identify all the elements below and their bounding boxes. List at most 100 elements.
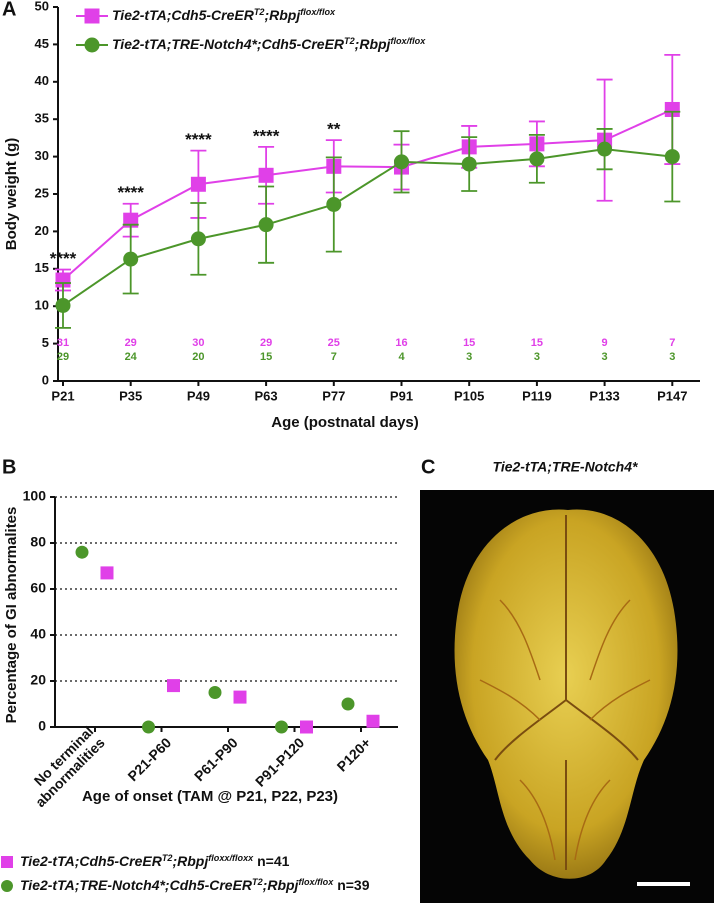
marker <box>123 251 139 267</box>
superscript: flox/flox <box>298 877 334 887</box>
y-tick-label: 15 <box>35 260 49 275</box>
n-label: 4 <box>398 351 405 363</box>
n-label: 24 <box>125 351 138 363</box>
y-tick-label: 10 <box>35 298 49 313</box>
n-label: 30 <box>192 337 204 349</box>
y-tick-label: 45 <box>35 36 49 51</box>
n-label: 3 <box>602 351 608 363</box>
superscript: flox/flox <box>390 36 426 46</box>
panel-label: C <box>421 456 435 478</box>
y-tick-label: 40 <box>35 73 49 88</box>
marker <box>208 686 222 699</box>
y-tick-label: 40 <box>30 626 46 642</box>
marker <box>300 720 313 734</box>
legend-text: ;Rbpj <box>263 877 300 893</box>
significance: **** <box>185 130 212 149</box>
marker <box>1 856 13 868</box>
marker <box>258 167 274 183</box>
n-label: 29 <box>260 337 272 349</box>
marker <box>275 720 288 734</box>
x-tick-label: P21-P60 <box>124 734 174 784</box>
marker <box>341 697 355 711</box>
y-axis-label: Body weight (g) <box>3 138 20 251</box>
marker <box>326 196 342 212</box>
x-tick-label: P35 <box>119 388 142 403</box>
legend-text: Tie2-tTA;TRE-Notch4*;Cdh5-CreER <box>20 877 253 893</box>
marker <box>461 156 477 172</box>
series-line <box>62 108 673 281</box>
superscript: T2 <box>254 7 265 17</box>
superscript: T2 <box>162 853 173 863</box>
legend-text: ;Rbpj <box>264 7 301 23</box>
n-label: 15 <box>260 351 272 363</box>
legend-text: n=39 <box>333 877 369 893</box>
y-tick-label: 5 <box>42 335 49 350</box>
legend-label: Tie2-tTA;Cdh5-CreERT2;Rbpjfloxx/floxx n=… <box>20 853 290 869</box>
n-label: 3 <box>669 351 675 363</box>
x-tick-label: P63 <box>255 388 278 403</box>
n-label: 7 <box>669 337 675 349</box>
marker <box>529 151 545 167</box>
marker <box>366 714 380 728</box>
legend-label: Tie2-tTA;TRE-Notch4*;Cdh5-CreERT2;Rbpjfl… <box>20 877 370 893</box>
n-label: 9 <box>602 337 608 349</box>
y-tick-label: 0 <box>38 718 46 734</box>
x-tick-label: P91 <box>390 388 413 403</box>
n-label: 3 <box>466 351 472 363</box>
n-label: 29 <box>57 351 69 363</box>
marker <box>167 679 180 693</box>
panel-label: B <box>2 456 16 478</box>
n-label: 20 <box>192 351 204 363</box>
marker <box>664 149 680 165</box>
y-tick-label: 60 <box>30 580 46 596</box>
superscript: floxx/floxx <box>208 853 254 863</box>
n-label: 31 <box>57 337 69 349</box>
legend-text: ;Rbpj <box>172 853 209 869</box>
y-tick-label: 35 <box>35 111 49 126</box>
legend-text: Tie2-tTA;TRE-Notch4*;Cdh5-CreER <box>112 36 345 52</box>
marker <box>664 101 680 117</box>
x-tick-label: P133 <box>589 388 619 403</box>
y-tick-label: 20 <box>35 223 49 238</box>
marker <box>1 880 13 892</box>
x-tick-label: P105 <box>454 388 484 403</box>
superscript: T2 <box>344 36 355 46</box>
y-tick-label: 30 <box>35 148 49 163</box>
series-line <box>62 148 673 307</box>
x-tick-label: P49 <box>187 388 210 403</box>
n-label: 3 <box>534 351 540 363</box>
marker <box>597 141 613 157</box>
y-tick-label: 50 <box>35 0 49 13</box>
superscript: T2 <box>252 877 263 887</box>
superscript: flox/flox <box>300 7 336 17</box>
marker <box>100 566 114 580</box>
n-label: 7 <box>331 351 337 363</box>
n-label: 15 <box>463 337 475 349</box>
image-title: Tie2-tTA;TRE-Notch4* <box>493 459 638 475</box>
significance: **** <box>50 249 77 268</box>
x-axis-label: Age of onset (TAM @ P21, P22, P23) <box>82 788 338 805</box>
x-tick-label: P119 <box>522 388 552 403</box>
y-tick-label: 25 <box>35 185 49 200</box>
x-tick-label: P91-P120 <box>252 734 307 789</box>
n-label: 29 <box>125 337 137 349</box>
x-tick-label: P77 <box>322 388 345 403</box>
marker <box>258 217 274 233</box>
marker <box>394 154 409 170</box>
marker <box>75 545 89 559</box>
n-label: 25 <box>328 337 340 349</box>
marker <box>55 297 71 313</box>
legend-label: Tie2-tTA;Cdh5-CreERT2;Rbpjflox/flox <box>112 7 336 23</box>
panel-label: A <box>2 0 16 20</box>
y-axis-label: Percentage of GI abnormalites <box>3 507 20 724</box>
y-tick-label: 80 <box>30 534 46 550</box>
significance: **** <box>117 183 144 202</box>
n-label: 16 <box>395 337 407 349</box>
significance: ** <box>327 120 341 139</box>
x-tick-label: P61-P90 <box>191 734 241 784</box>
y-tick-label: 20 <box>30 672 46 688</box>
legend-text: Tie2-tTA;Cdh5-CreER <box>112 7 255 23</box>
brain-photo <box>420 490 714 903</box>
marker <box>190 231 206 247</box>
